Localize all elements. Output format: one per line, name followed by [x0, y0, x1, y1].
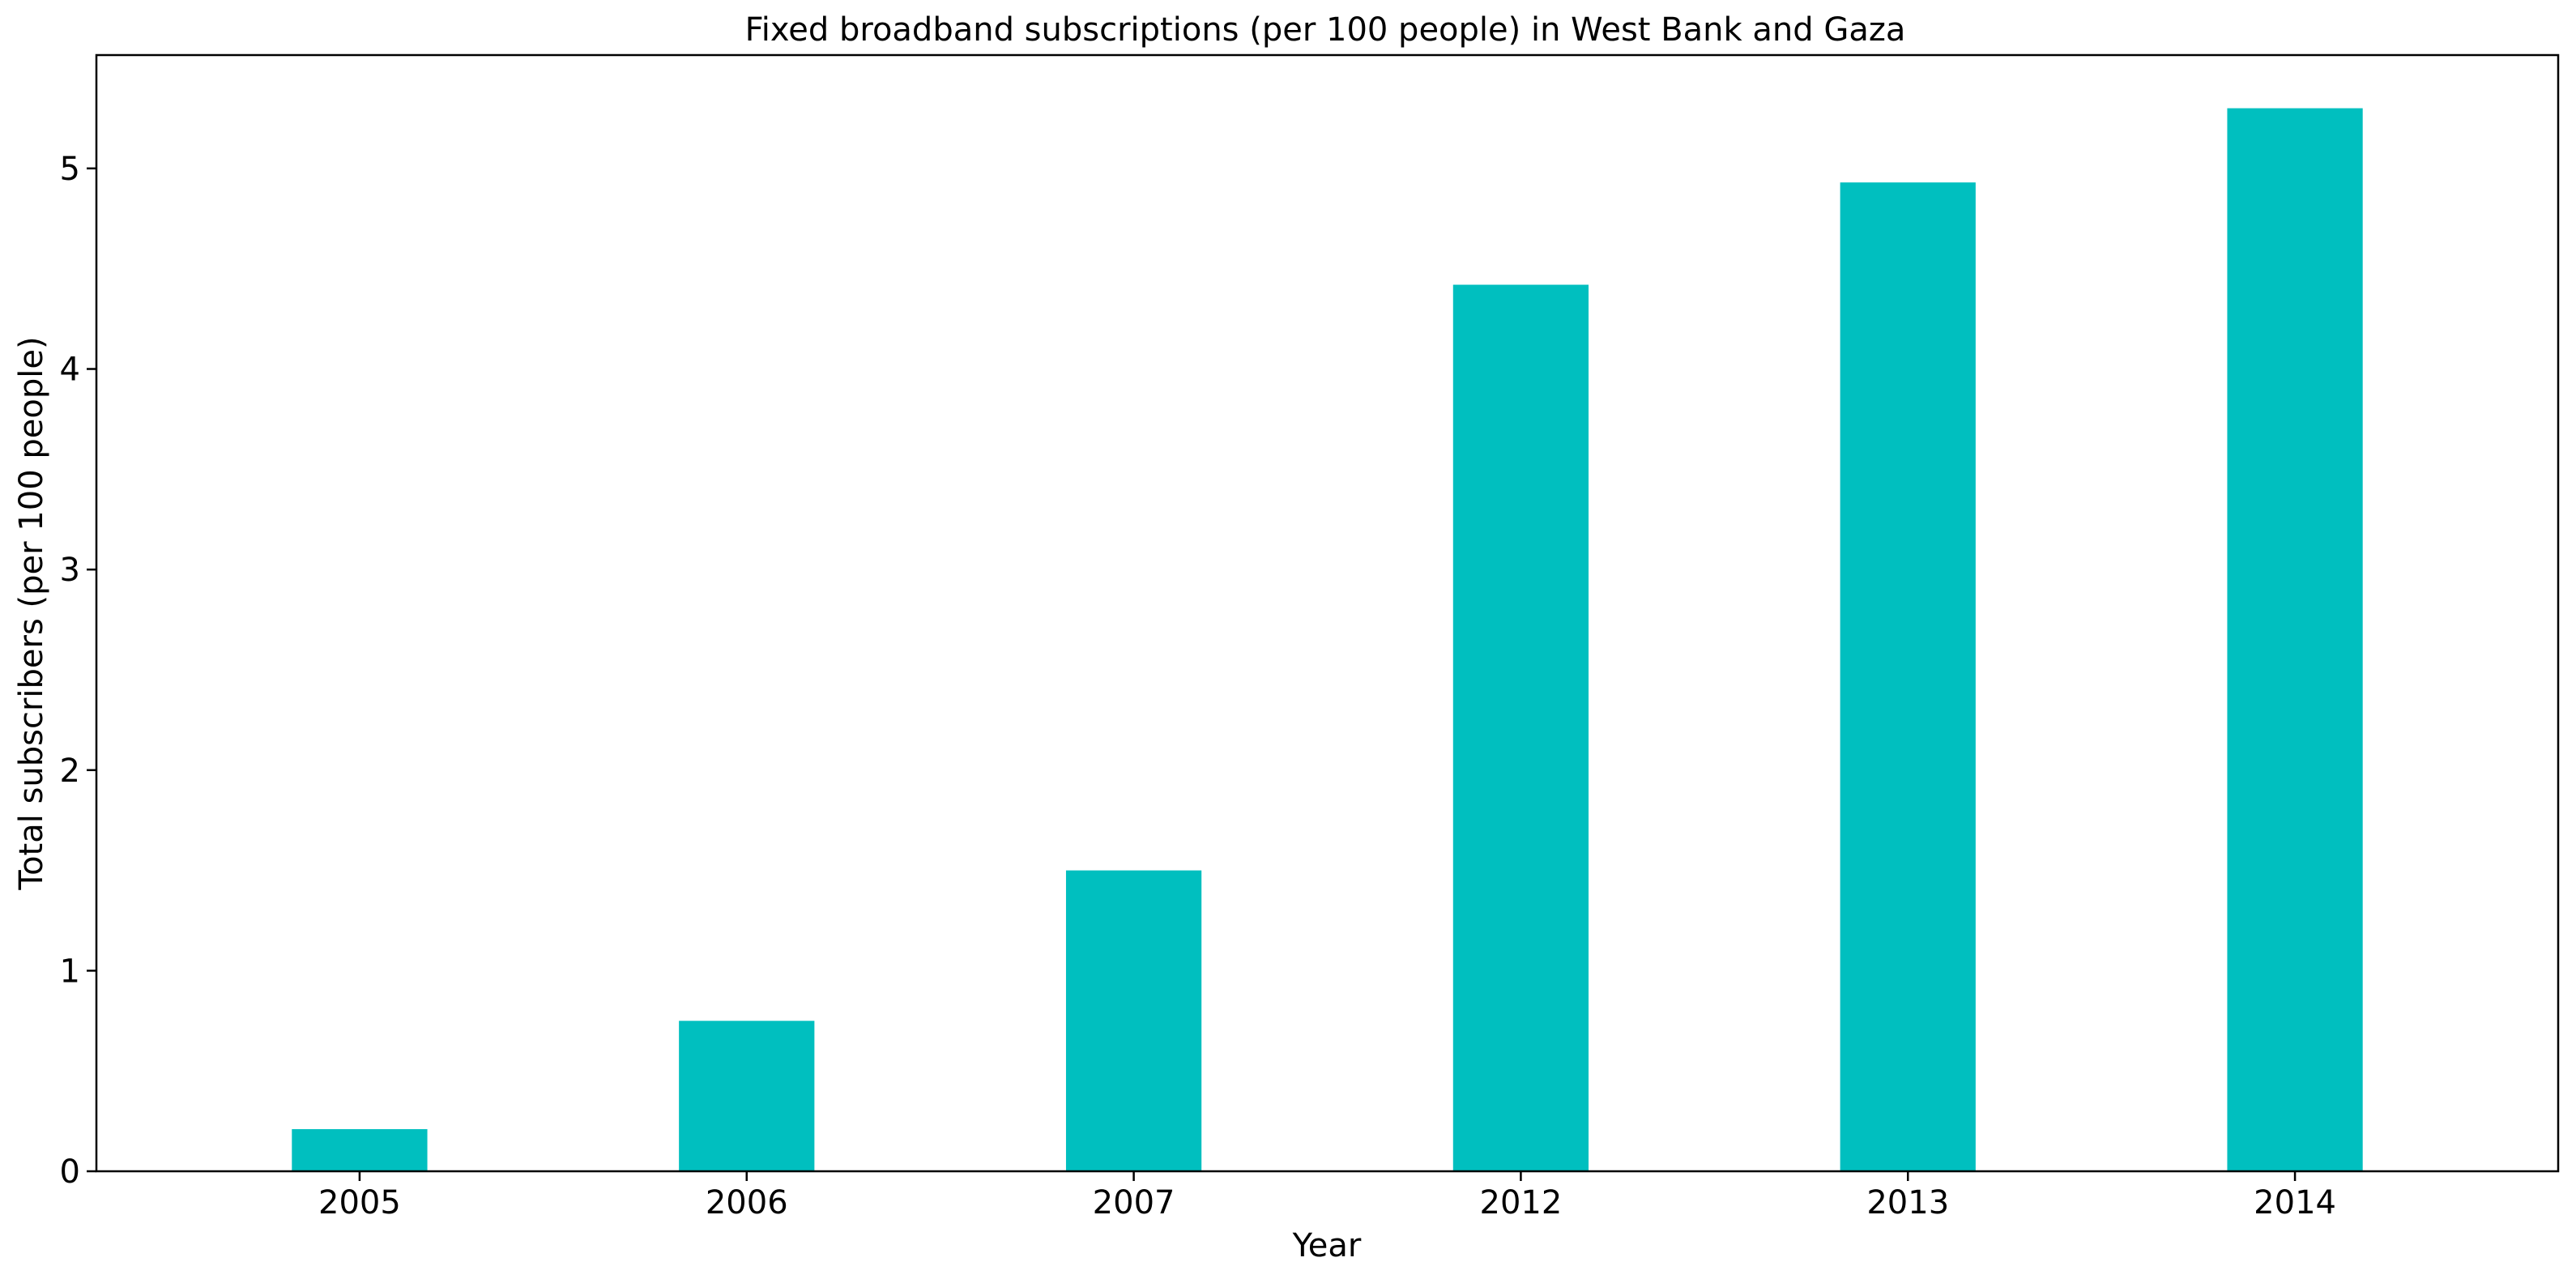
- bar-2012: [1452, 284, 1589, 1171]
- bar-2005: [292, 1129, 428, 1171]
- plot-frame: [95, 53, 2560, 1173]
- bar-2007: [1065, 870, 1202, 1171]
- x-axis-label: Year: [1292, 1227, 1362, 1264]
- x-tick-label: 2005: [318, 1184, 401, 1221]
- x-tick-label: 2006: [706, 1184, 788, 1221]
- chart-title: Fixed broadband subscriptions (per 100 p…: [745, 11, 1906, 49]
- x-tick-label: 2012: [1480, 1184, 1563, 1221]
- bar-2014: [2227, 108, 2363, 1172]
- y-tick-label: 1: [60, 953, 80, 990]
- bar-2013: [1840, 182, 1976, 1172]
- y-tick-label: 2: [60, 752, 80, 790]
- y-tick-label: 3: [60, 552, 80, 589]
- y-axis: 0 1 2 3 4 5: [60, 151, 96, 1191]
- y-tick-label: 0: [60, 1153, 80, 1191]
- x-tick-label: 2013: [1866, 1184, 1949, 1221]
- y-tick-label: 5: [60, 151, 80, 188]
- bars-layer: [292, 108, 2363, 1172]
- x-tick-label: 2007: [1093, 1184, 1175, 1221]
- bar-2006: [679, 1021, 815, 1171]
- y-tick-label: 4: [60, 352, 80, 389]
- y-axis-label: Total subscribers (per 100 people): [13, 336, 50, 890]
- x-axis: 2005 2006 2007 2012 2013 2014: [318, 1171, 2336, 1221]
- x-tick-label: 2014: [2254, 1184, 2336, 1221]
